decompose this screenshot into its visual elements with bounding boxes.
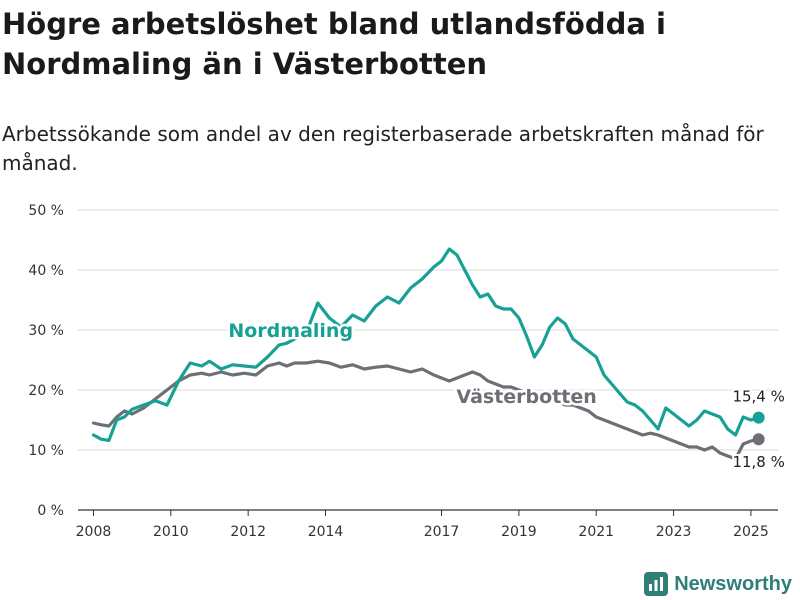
brand-name: Newsworthy — [674, 572, 792, 595]
brand-logo: Newsworthy — [644, 568, 792, 600]
x-tick-label: 2025 — [733, 524, 769, 540]
y-tick-label: 20 % — [28, 383, 64, 399]
x-tick-label: 2010 — [153, 524, 189, 540]
chart-subtitle: Arbetssökande som andel av den registerb… — [2, 122, 764, 175]
series-label: Västerbotten — [456, 386, 596, 408]
x-tick-label: 2023 — [656, 524, 692, 540]
chart-title: Högre arbetslöshet bland utlandsfödda i … — [2, 7, 666, 81]
end-point-vsterbotten — [752, 433, 765, 446]
series-line-nordmaling — [91, 247, 761, 442]
x-tick-label: 2019 — [501, 524, 537, 540]
y-tick-label: 10 % — [28, 443, 64, 459]
end-value-label: 11,8 % — [732, 453, 784, 471]
series-line-vsterbotten — [91, 359, 761, 461]
x-tick-label: 2021 — [578, 524, 614, 540]
end-value-label: 15,4 % — [732, 388, 784, 406]
x-tick-label: 2008 — [76, 524, 112, 540]
y-tick-label: 0 % — [37, 503, 64, 519]
end-point-nordmaling — [752, 411, 765, 424]
y-tick-label: 50 % — [28, 203, 64, 219]
series-label: Nordmaling — [228, 320, 353, 342]
y-tick-label: 40 % — [28, 263, 64, 279]
bar-chart-logo-icon — [644, 572, 669, 596]
y-tick-label: 30 % — [28, 323, 64, 339]
x-tick-label: 2014 — [308, 524, 344, 540]
x-tick-label: 2012 — [230, 524, 266, 540]
x-tick-label: 2017 — [424, 524, 460, 540]
